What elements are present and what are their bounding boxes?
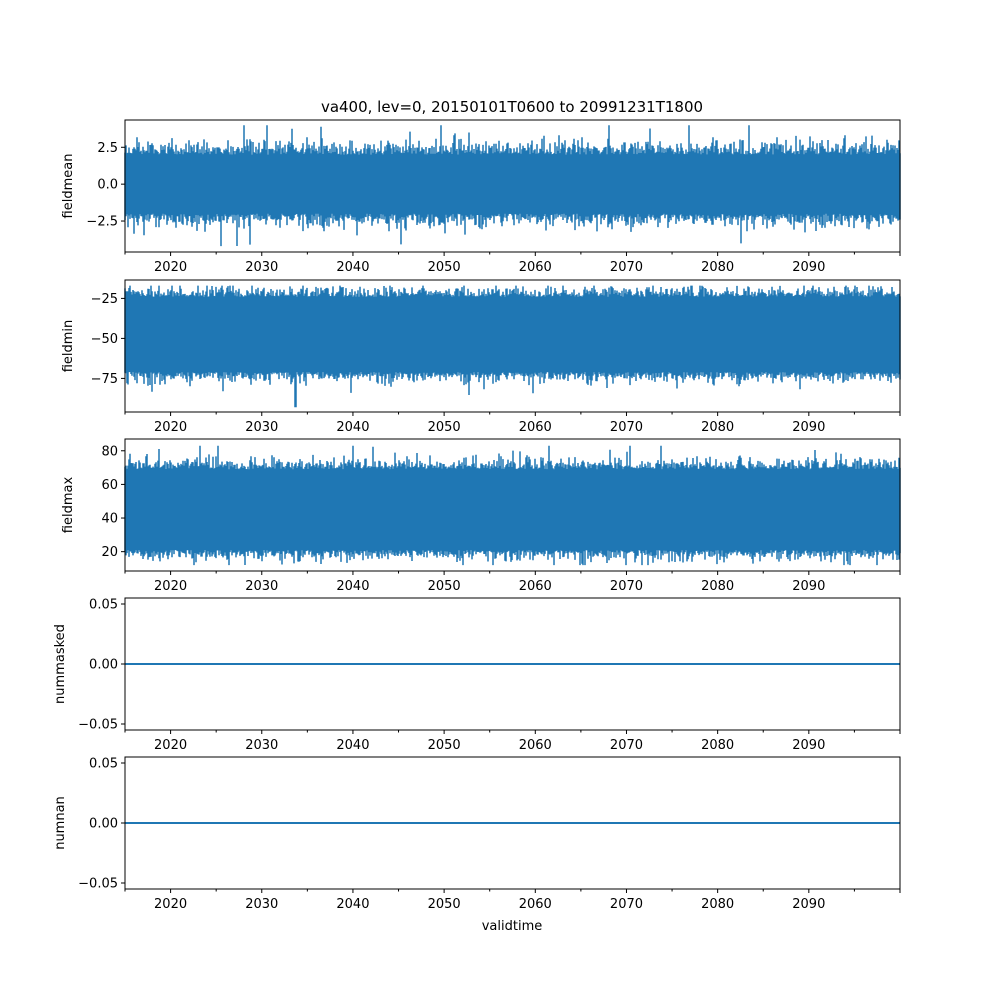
y-axis-label: fieldmax [61, 477, 76, 534]
x-tick-label: 2040 [336, 260, 369, 275]
x-tick-label: 2030 [245, 897, 278, 912]
x-tick-label: 2080 [701, 420, 734, 435]
x-tick-label: 2020 [154, 738, 187, 753]
chart-title: va400, lev=0, 20150101T0600 to 20991231T… [321, 98, 703, 116]
x-tick-label: 2030 [245, 579, 278, 594]
x-tick-label: 2070 [610, 260, 643, 275]
y-tick-label: 40 [101, 512, 118, 527]
x-tick-label: 2070 [610, 897, 643, 912]
x-tick-label: 2070 [610, 579, 643, 594]
y-axis-label: nummasked [53, 624, 68, 704]
x-tick-label: 2060 [519, 897, 552, 912]
x-tick-label: 2040 [336, 579, 369, 594]
x-tick-label: 2080 [701, 260, 734, 275]
x-tick-label: 2040 [336, 420, 369, 435]
x-tick-label: 2090 [792, 738, 825, 753]
x-tick-label: 2050 [428, 420, 461, 435]
x-tick-label: 2040 [336, 897, 369, 912]
x-tick-label: 2020 [154, 897, 187, 912]
x-tick-label: 2050 [428, 738, 461, 753]
y-tick-label: −2.5 [86, 215, 118, 230]
x-tick-label: 2050 [428, 897, 461, 912]
x-tick-label: 2060 [519, 738, 552, 753]
y-tick-label: 0.00 [89, 817, 118, 832]
panel-fieldmean: 2.5 0.0 −2.5 fieldmean 2020 2030 2040 2050 2060 2… [61, 119, 901, 275]
x-tick-label: 2060 [519, 260, 552, 275]
y-axis-label: fieldmean [61, 154, 76, 219]
x-tick-label: 2030 [245, 260, 278, 275]
panel-numnan: 0.05 0.00 −0.05 numnan 2020 2030 2040 2050 2060 2… [53, 756, 901, 912]
y-tick-label: −25 [91, 292, 118, 307]
x-tick-label: 2090 [792, 897, 825, 912]
x-tick-label: 2030 [245, 738, 278, 753]
axes-frame [124, 438, 901, 572]
x-tick-label: 2080 [701, 738, 734, 753]
y-axis-label: numnan [53, 796, 68, 850]
x-tick-label: 2070 [610, 420, 643, 435]
x-tick-label: 2020 [154, 420, 187, 435]
x-tick-label: 2080 [701, 897, 734, 912]
series-line-fieldmean [124, 125, 901, 247]
x-tick-label: 2050 [428, 579, 461, 594]
axes-frame [124, 119, 901, 253]
x-tick-label: 2030 [245, 420, 278, 435]
x-tick-label: 2090 [792, 579, 825, 594]
panel-fieldmax: 80 60 40 20 fieldmax 2020 2030 2040 2050 2060 2070… [61, 438, 901, 594]
panel-nummasked: 0.05 0.00 −0.05 nummasked 2020 2030 2040 2050 20… [53, 597, 901, 753]
y-tick-label: 0.05 [89, 757, 118, 772]
axes-frame [124, 279, 901, 413]
x-tick-label: 2050 [428, 260, 461, 275]
y-tick-label: −0.05 [78, 877, 118, 892]
x-tick-label: 2070 [610, 738, 643, 753]
y-tick-label: 60 [101, 478, 118, 493]
y-tick-label: 2.5 [97, 141, 118, 156]
y-tick-label: 20 [101, 545, 118, 560]
x-tick-label: 2040 [336, 738, 369, 753]
series-line-fieldmin [124, 285, 901, 408]
y-tick-label: 0.05 [89, 598, 118, 613]
y-tick-label: 0.0 [97, 178, 118, 193]
y-tick-label: 0.00 [89, 658, 118, 673]
x-tick-label: 2080 [701, 579, 734, 594]
x-tick-label: 2060 [519, 579, 552, 594]
y-tick-label: −0.05 [78, 718, 118, 733]
x-tick-label: 2090 [792, 260, 825, 275]
y-tick-label: −50 [91, 332, 118, 347]
x-tick-label: 2020 [154, 260, 187, 275]
y-tick-label: 80 [101, 444, 118, 459]
y-tick-label: −75 [91, 372, 118, 387]
y-axis-label: fieldmin [61, 320, 76, 373]
panel-fieldmin: −25 −50 −75 fieldmin 2020 2030 2040 2050 2060 207… [61, 279, 901, 435]
x-tick-label: 2020 [154, 579, 187, 594]
series-line-fieldmax [124, 445, 901, 566]
x-tick-label: 2090 [792, 420, 825, 435]
x-axis-label: validtime [482, 919, 543, 934]
x-tick-label: 2060 [519, 420, 552, 435]
